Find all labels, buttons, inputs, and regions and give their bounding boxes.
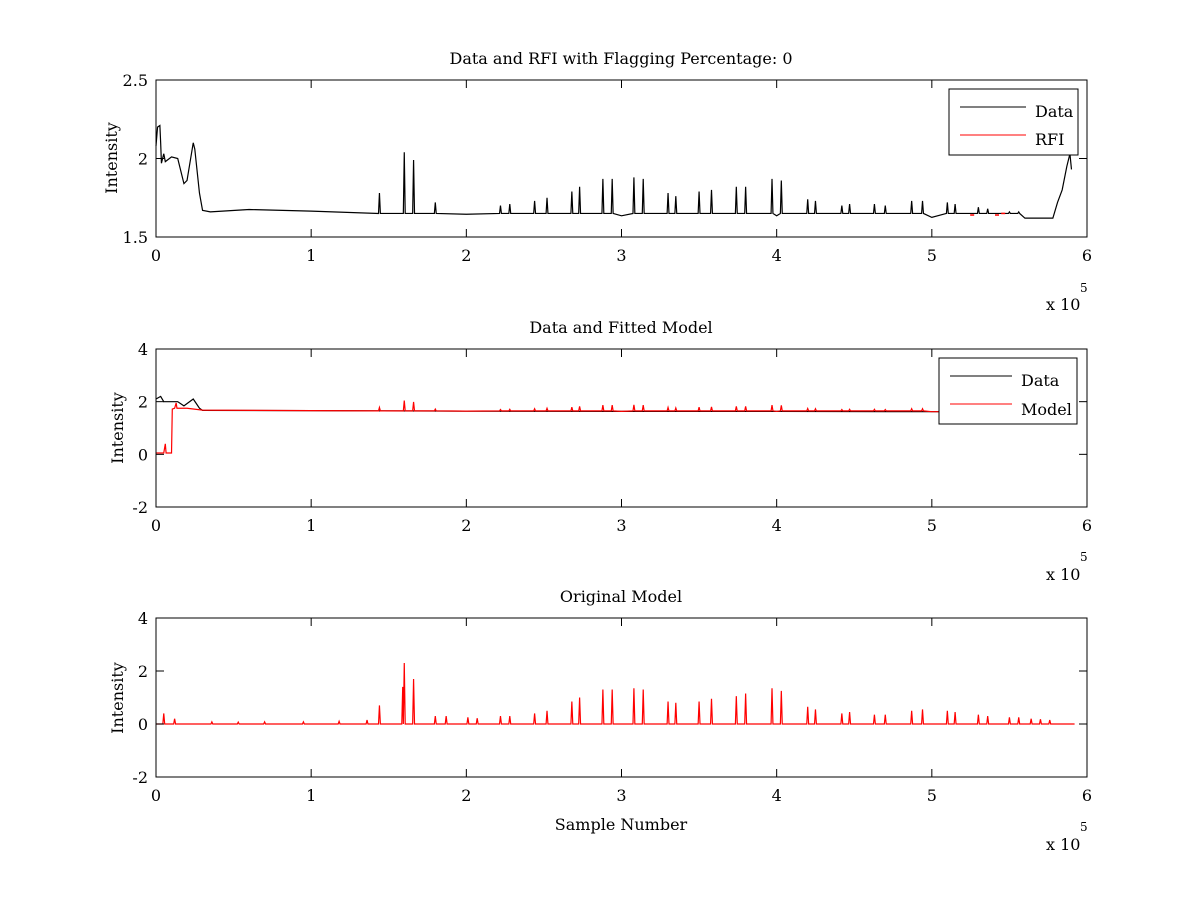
- subplot-original-xlabel: Sample Number: [555, 815, 688, 834]
- subplot-fitted-x-tick-label: 6: [1082, 516, 1092, 535]
- subplot-fitted-x-tick-label: 1: [306, 516, 316, 535]
- subplot-original-x-tick-label: 6: [1082, 786, 1092, 805]
- subplot-fitted-y-tick-label: 4: [138, 340, 148, 359]
- subplot-fitted-y-tick-label: 2: [138, 393, 148, 412]
- subplot-original-x-tick-label: 3: [616, 786, 626, 805]
- subplot-rfi-x-tick-label: 1: [306, 246, 316, 265]
- subplot-rfi-legend-box: [948, 88, 1079, 156]
- subplot-fitted-multiplier: x 10 5: [1046, 550, 1088, 584]
- subplot-original-multiplier-exponent: 5: [1080, 820, 1088, 834]
- subplot-fitted-y-tick-label: 0: [138, 445, 148, 464]
- subplot-rfi-legend-rfi-label: RFI: [1035, 130, 1064, 149]
- subplot-original-y-tick-label: 2: [138, 662, 148, 681]
- subplot-rfi-y-tick-label: 2.5: [123, 71, 148, 90]
- subplot-rfi-y-tick-label: 2: [138, 150, 148, 169]
- subplot-fitted-multiplier-exponent: 5: [1080, 550, 1088, 564]
- subplot-fitted-y-tick-label: -2: [132, 498, 148, 517]
- subplot-rfi-y-tick-label: 1.5: [123, 228, 148, 247]
- subplot-rfi-title: Data and RFI with Flagging Percentage: 0: [449, 49, 792, 68]
- subplot-rfi-legend-data-label: Data: [1035, 102, 1074, 121]
- subplot-original-multiplier: x 10 5: [1046, 820, 1088, 854]
- subplot-original-multiplier-base: x 10: [1046, 835, 1080, 854]
- subplot-fitted-x-tick-label: 2: [461, 516, 471, 535]
- subplot-rfi: Data and RFI with Flagging Percentage: 0…: [102, 49, 1092, 314]
- subplot-fitted-legend-data-label: Data: [1021, 371, 1060, 390]
- subplot-original-x-tick-label: 0: [151, 786, 161, 805]
- subplot-original-y-tick-label: 4: [138, 609, 148, 628]
- subplot-original-x-tick-label: 2: [461, 786, 471, 805]
- subplot-rfi-x-tick-label: 4: [772, 246, 782, 265]
- subplot-original-x-tick-label: 5: [927, 786, 937, 805]
- subplot-fitted-legend: Data Model: [938, 357, 1078, 425]
- subplot-fitted-title: Data and Fitted Model: [529, 318, 712, 337]
- subplot-fitted-series-model-line: [156, 400, 948, 454]
- subplot-fitted-x-tick-label: 4: [772, 516, 782, 535]
- subplot-rfi-x-tick-label: 5: [927, 246, 937, 265]
- subplot-rfi-x-tick-label: 3: [616, 246, 626, 265]
- subplot-original-y-tick-label: -2: [132, 768, 148, 787]
- subplot-rfi-x-tick-label: 0: [151, 246, 161, 265]
- subplot-original-x-tick-label: 4: [772, 786, 782, 805]
- subplot-rfi-multiplier-base: x 10: [1046, 295, 1080, 314]
- subplot-rfi-x-tick-label: 6: [1082, 246, 1092, 265]
- subplot-rfi-multiplier: x 10 5: [1046, 281, 1088, 314]
- subplot-rfi-x-tick-label: 2: [461, 246, 471, 265]
- subplot-rfi-legend: Data RFI: [948, 88, 1079, 156]
- subplot-original-title: Original Model: [560, 587, 682, 606]
- subplot-rfi-series-data-line: [155, 124, 1073, 219]
- subplot-fitted-x-tick-label: 3: [616, 516, 626, 535]
- subplot-fitted-legend-model-label: Model: [1021, 400, 1072, 419]
- subplot-fitted-ylabel: Intensity: [108, 392, 127, 464]
- subplot-fitted-x-tick-label: 0: [151, 516, 161, 535]
- subplot-fitted-x-tick-label: 5: [927, 516, 937, 535]
- subplot-original-ylabel: Intensity: [108, 662, 127, 734]
- subplot-fitted-multiplier-base: x 10: [1046, 565, 1080, 584]
- subplot-original-y-tick-label: 0: [138, 715, 148, 734]
- subplot-original-series-model-line: [156, 663, 1075, 725]
- subplot-rfi-multiplier-exponent: 5: [1080, 281, 1088, 295]
- subplot-fitted-legend-box: [938, 357, 1078, 425]
- subplot-rfi-ylabel: Intensity: [102, 122, 121, 194]
- subplot-rfi-plot: 0 1 2 3 4 5 6 1.5 2 2.5: [123, 71, 1093, 265]
- subplot-original-x-tick-label: 1: [306, 786, 316, 805]
